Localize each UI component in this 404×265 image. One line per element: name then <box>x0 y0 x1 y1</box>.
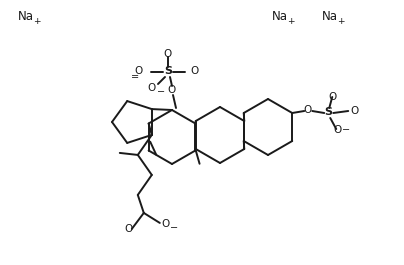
Text: O: O <box>303 105 311 115</box>
Text: S: S <box>324 107 332 117</box>
Text: −: − <box>170 223 178 233</box>
Text: O: O <box>190 66 198 76</box>
Text: Na: Na <box>272 11 288 24</box>
Text: Na: Na <box>322 11 338 24</box>
Text: −: − <box>342 125 350 135</box>
Text: O: O <box>125 224 133 234</box>
Text: O: O <box>135 66 143 76</box>
Text: =: = <box>131 72 139 82</box>
Text: O: O <box>148 83 156 93</box>
Text: O: O <box>162 219 170 229</box>
Text: O: O <box>328 92 337 102</box>
Text: Na: Na <box>18 11 34 24</box>
Text: O: O <box>350 106 358 116</box>
Text: +: + <box>33 16 40 25</box>
Text: O: O <box>168 85 176 95</box>
Text: O: O <box>164 49 172 59</box>
Text: S: S <box>164 66 172 76</box>
Text: O: O <box>333 125 341 135</box>
Text: −: − <box>157 87 165 97</box>
Text: +: + <box>287 16 295 25</box>
Text: +: + <box>337 16 345 25</box>
